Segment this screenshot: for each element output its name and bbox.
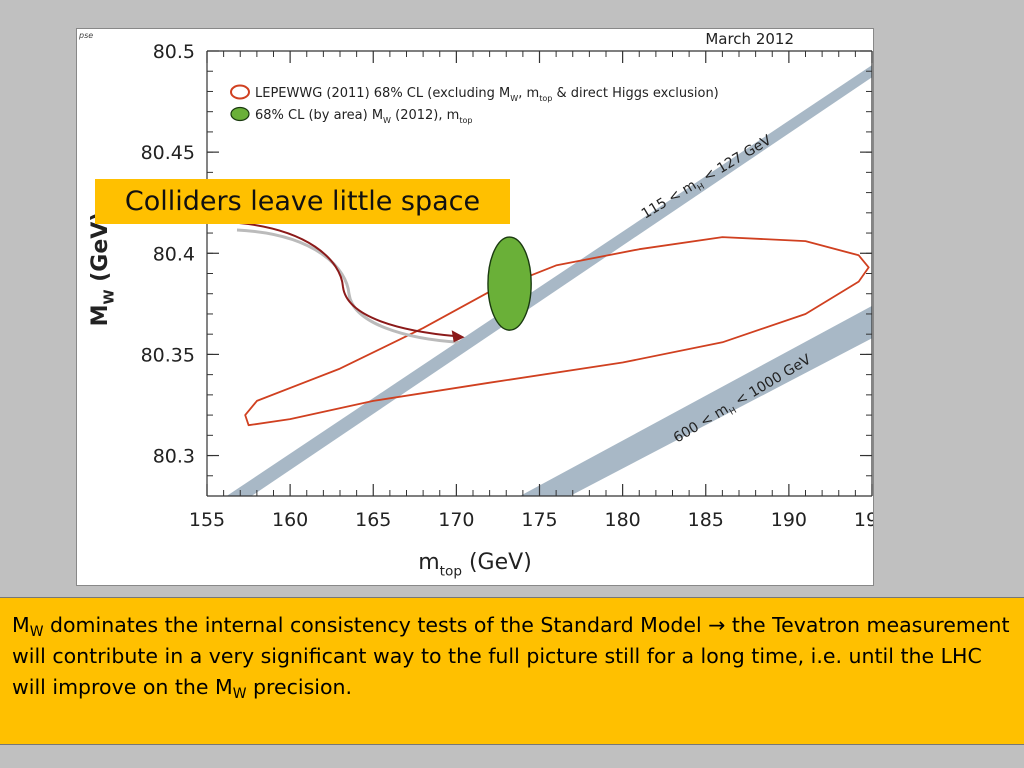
caption-text: MW dominates the internal consistency te…: [12, 610, 1012, 703]
legend-entry-2-part: 68% CL (by area) M: [255, 108, 383, 123]
annotation-arrow-shadow: [236, 228, 459, 344]
caption-line-a: dominates the internal consistency tests…: [43, 613, 709, 637]
callout-box: Colliders leave little space: [95, 179, 510, 224]
lep-contour: [244, 236, 870, 427]
caption-box: MW dominates the internal consistency te…: [0, 597, 1024, 745]
legend-entry-1-part: W: [510, 94, 518, 103]
legend-swatch-outline: [230, 84, 250, 100]
legend-entry-2-part: top: [459, 116, 472, 125]
corner-tag: pse: [78, 31, 93, 40]
legend-entry-2-part: W: [383, 116, 391, 125]
mw-68cl-ellipse: [487, 236, 532, 331]
x-tick-label: 185: [688, 509, 724, 531]
legend-entry-1: LEPEWWG (2011) 68% CL (excluding MW, mto…: [255, 86, 719, 103]
legend-entry-2-part: (2012), m: [391, 108, 459, 123]
right-arrow-icon: →: [708, 613, 726, 637]
band-1-label: 115 < mH < 127 GeV: [639, 132, 776, 225]
x-tick-label: 175: [521, 509, 557, 531]
annotation-arrow: [226, 221, 457, 338]
x-axis-title-part: (GeV): [462, 550, 532, 575]
mw-vs-mtop-plot: 155 160 165 170 175 180 185 190 195 80.3 80.35 80.4…: [78, 30, 873, 580]
x-tick-label: 155: [189, 509, 225, 531]
x-axis-title-part: m: [418, 550, 439, 575]
caption-line-b: the Tevatron measurement will contribute…: [12, 613, 1010, 699]
y-axis-title-part: (GeV): [88, 212, 113, 290]
band-2-label: 600 < mH < 1000 GeV: [671, 351, 816, 449]
y-tick-label: 80.5: [153, 41, 195, 63]
higgs-band-2: [519, 305, 872, 496]
legend-entry-2: 68% CL (by area) MW (2012), mtop: [255, 108, 473, 125]
x-tick-label: 170: [438, 509, 474, 531]
y-tick-label: 80.4: [153, 243, 195, 265]
x-tick-label: 195: [854, 509, 873, 531]
caption-line-c: precision.: [246, 675, 353, 699]
date-label: March 2012: [705, 30, 794, 48]
y-axis-title-group: MW (GeV): [88, 212, 118, 327]
legend-entry-1-part: , m: [518, 86, 539, 101]
y-tick-label: 80.3: [153, 446, 195, 468]
higgs-band-1: [226, 65, 872, 496]
x-axis-title: mtop (GeV): [418, 550, 532, 580]
caption-mw-sub-2: W: [232, 686, 247, 703]
legend-entry-1-part: LEPEWWG (2011) 68% CL (excluding M: [255, 86, 510, 101]
x-tick-label: 160: [272, 509, 308, 531]
legend-swatch-filled: [230, 106, 250, 122]
x-tick-label: 165: [355, 509, 391, 531]
band-2-label-part: H: [728, 406, 739, 418]
y-axis-title-part: W: [102, 289, 118, 304]
x-axis-title-part: top: [440, 564, 462, 580]
caption-mw-sub: W: [29, 624, 44, 641]
bottom-strip: [0, 745, 1024, 768]
callout-text: Colliders leave little space: [124, 186, 481, 217]
band-1-label-part: H: [696, 182, 707, 194]
chart-figure: 155 160 165 170 175 180 185 190 195 80.3 80.35 80.4…: [76, 28, 874, 586]
band-1-label-group: 115 < mH < 127 GeV: [639, 132, 776, 225]
legend-entry-1-part: & direct Higgs exclusion): [552, 86, 718, 101]
band-2-label-group: 600 < mH < 1000 GeV: [671, 351, 816, 449]
annotation-arrow-head: [451, 330, 465, 343]
caption-mw: M: [12, 613, 30, 637]
band-1-label-part: < 127 GeV: [697, 132, 775, 188]
y-axis-title-part: M: [88, 304, 113, 326]
y-tick-label: 80.45: [141, 142, 195, 164]
x-tick-label: 180: [604, 509, 640, 531]
x-tick-label: 190: [771, 509, 807, 531]
y-axis-title: MW (GeV): [88, 212, 118, 327]
legend-entry-1-part: top: [539, 94, 552, 103]
y-tick-label: 80.35: [141, 344, 195, 366]
